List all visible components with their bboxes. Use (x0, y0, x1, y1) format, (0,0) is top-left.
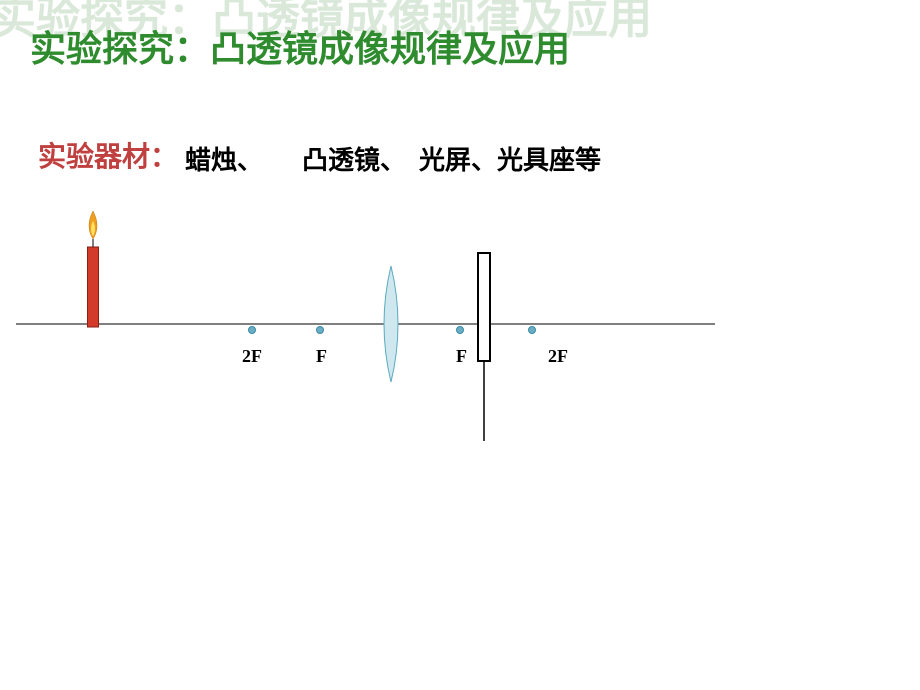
focal-point-2 (457, 327, 464, 334)
candle-body (88, 247, 99, 327)
main-title: 实验探究：凸透镜成像规律及应用 (30, 20, 570, 72)
focal-point-3 (529, 327, 536, 334)
focal-label-2: F (456, 346, 467, 366)
equipment-items: 蜡烛、 凸透镜、 光屏、光具座等 (185, 140, 601, 177)
diagram-svg: 2F F F 2F (0, 200, 920, 500)
convex-lens (384, 266, 398, 382)
screen-rect (478, 253, 490, 361)
focal-label-0: 2F (242, 346, 262, 366)
optics-diagram: 2F F F 2F (0, 200, 920, 500)
equipment-label: 实验器材： (38, 135, 178, 175)
focal-label-1: F (316, 346, 327, 366)
focal-point-1 (317, 327, 324, 334)
focal-label-3: 2F (548, 346, 568, 366)
focal-point-0 (249, 327, 256, 334)
